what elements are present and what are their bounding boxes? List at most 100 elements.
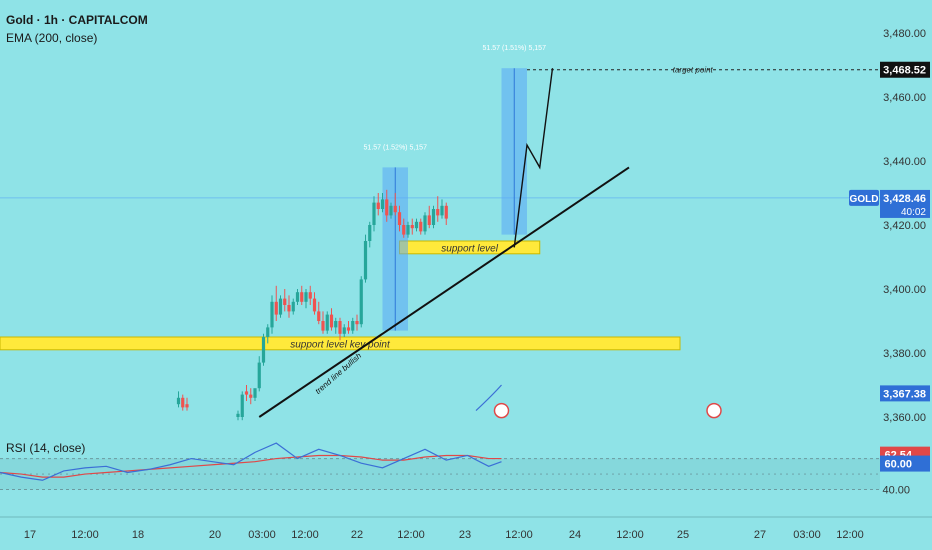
candle-body bbox=[253, 388, 257, 398]
rsi-ma-line bbox=[0, 454, 502, 478]
ema-line bbox=[475, 384, 502, 412]
candle-body bbox=[402, 225, 406, 235]
candle-body bbox=[274, 301, 278, 315]
rsi-tick-label: 40.00 bbox=[882, 485, 910, 497]
trend-line bbox=[258, 166, 630, 418]
candle-body bbox=[423, 215, 427, 232]
projection-label: 51.57 (1.51%) 5,157 bbox=[483, 45, 547, 52]
candle-body bbox=[329, 314, 334, 328]
candle-body bbox=[261, 337, 266, 363]
candle-body bbox=[363, 241, 368, 280]
time-tick-label: 24 bbox=[569, 529, 581, 541]
target-label: target point bbox=[673, 66, 714, 75]
rsi-indicator-label[interactable]: RSI (14, close) bbox=[6, 441, 86, 455]
candle-body bbox=[419, 221, 423, 232]
price-tick-label: 3,460.00 bbox=[883, 92, 926, 104]
candle-body bbox=[325, 314, 329, 331]
target-price-tag bbox=[880, 61, 930, 78]
candle-body bbox=[427, 215, 431, 225]
candle-body bbox=[444, 205, 448, 219]
candle-body bbox=[266, 327, 270, 337]
symbol-tag bbox=[849, 189, 879, 206]
time-tick-label: 18 bbox=[132, 529, 144, 541]
candle-body bbox=[346, 327, 351, 331]
time-tick-label: 12:00 bbox=[291, 529, 319, 541]
us-flag-event-icon bbox=[493, 402, 510, 419]
price-tick-label: 3,380.00 bbox=[883, 348, 926, 360]
candle-body bbox=[304, 292, 308, 302]
candle-body bbox=[321, 321, 325, 331]
support-zone-label: support level key point bbox=[290, 339, 391, 350]
time-tick-label: 27 bbox=[754, 529, 766, 541]
current-price-text: 3,428.46 bbox=[883, 193, 926, 205]
time-tick-label: 23 bbox=[459, 529, 471, 541]
candle-body bbox=[278, 298, 283, 315]
time-tick-label: 22 bbox=[351, 529, 363, 541]
time-tick-label: 12:00 bbox=[397, 529, 425, 541]
candle-body bbox=[317, 311, 321, 321]
time-tick-label: 12:00 bbox=[71, 529, 99, 541]
projected-path bbox=[513, 68, 554, 248]
candle-body bbox=[436, 209, 440, 216]
rsi-value-tag bbox=[880, 455, 930, 472]
price-tick-label: 3,440.00 bbox=[883, 156, 926, 168]
ema-price-text: 3,367.38 bbox=[883, 388, 926, 400]
candle-body bbox=[312, 298, 317, 312]
candle-body bbox=[185, 404, 189, 408]
candle-body bbox=[389, 205, 393, 216]
candle-body bbox=[270, 301, 274, 328]
price-tick-label: 3,420.00 bbox=[883, 220, 926, 232]
candle-body bbox=[393, 205, 397, 213]
candle-body bbox=[342, 327, 346, 334]
projection-label: 51.57 (1.52%) 5,157 bbox=[364, 144, 428, 151]
time-tick-label: 03:00 bbox=[793, 529, 821, 541]
price-tick-label: 3,480.00 bbox=[883, 28, 926, 40]
candle-body bbox=[240, 394, 244, 417]
candle-body bbox=[431, 209, 436, 225]
candle-body bbox=[355, 321, 359, 325]
candle-body bbox=[244, 391, 249, 395]
candle-body bbox=[283, 298, 287, 305]
candle-body bbox=[385, 199, 389, 216]
candle-body bbox=[406, 225, 410, 235]
time-tick-label: 12:00 bbox=[616, 529, 644, 541]
candle-body bbox=[410, 225, 414, 229]
support-zone-label: support level bbox=[441, 243, 498, 254]
ema-indicator-label[interactable]: EMA (200, close) bbox=[6, 31, 98, 45]
symbol-tag-text: GOLD bbox=[850, 194, 879, 205]
time-tick-label: 12:00 bbox=[505, 529, 533, 541]
time-tick-label: 17 bbox=[24, 529, 36, 541]
rsi-value-text: 60.00 bbox=[884, 459, 912, 471]
ema-price-tag bbox=[880, 385, 930, 402]
candle-body bbox=[295, 292, 300, 302]
candle-body bbox=[440, 205, 444, 216]
candle-body bbox=[376, 202, 380, 209]
time-tick-label: 03:00 bbox=[248, 529, 276, 541]
target-price-text: 3,468.52 bbox=[883, 65, 926, 77]
time-tick-label: 25 bbox=[677, 529, 689, 541]
candle-body bbox=[176, 397, 181, 405]
candle-body bbox=[287, 305, 291, 312]
price-tick-label: 3,360.00 bbox=[883, 412, 926, 424]
current-price-tag bbox=[880, 189, 930, 218]
candle-body bbox=[351, 321, 355, 331]
candle-body bbox=[308, 292, 312, 299]
candle-body bbox=[380, 199, 385, 209]
candle-body bbox=[249, 394, 253, 398]
symbol-title: Gold · 1h · CAPITALCOM bbox=[6, 13, 148, 27]
bar-countdown-text: 40:02 bbox=[901, 207, 926, 218]
rsi-line bbox=[0, 442, 502, 481]
candle-body bbox=[257, 362, 261, 389]
candle-body bbox=[368, 225, 372, 241]
candle-body bbox=[338, 321, 342, 334]
time-tick-label: 12:00 bbox=[836, 529, 864, 541]
candle-body bbox=[359, 279, 363, 325]
us-flag-event-icon bbox=[706, 402, 722, 419]
candle-body bbox=[414, 221, 419, 229]
time-tick-label: 20 bbox=[209, 529, 221, 541]
candle-body bbox=[300, 292, 304, 302]
candle-body bbox=[291, 301, 295, 312]
candle-body bbox=[236, 413, 240, 417]
